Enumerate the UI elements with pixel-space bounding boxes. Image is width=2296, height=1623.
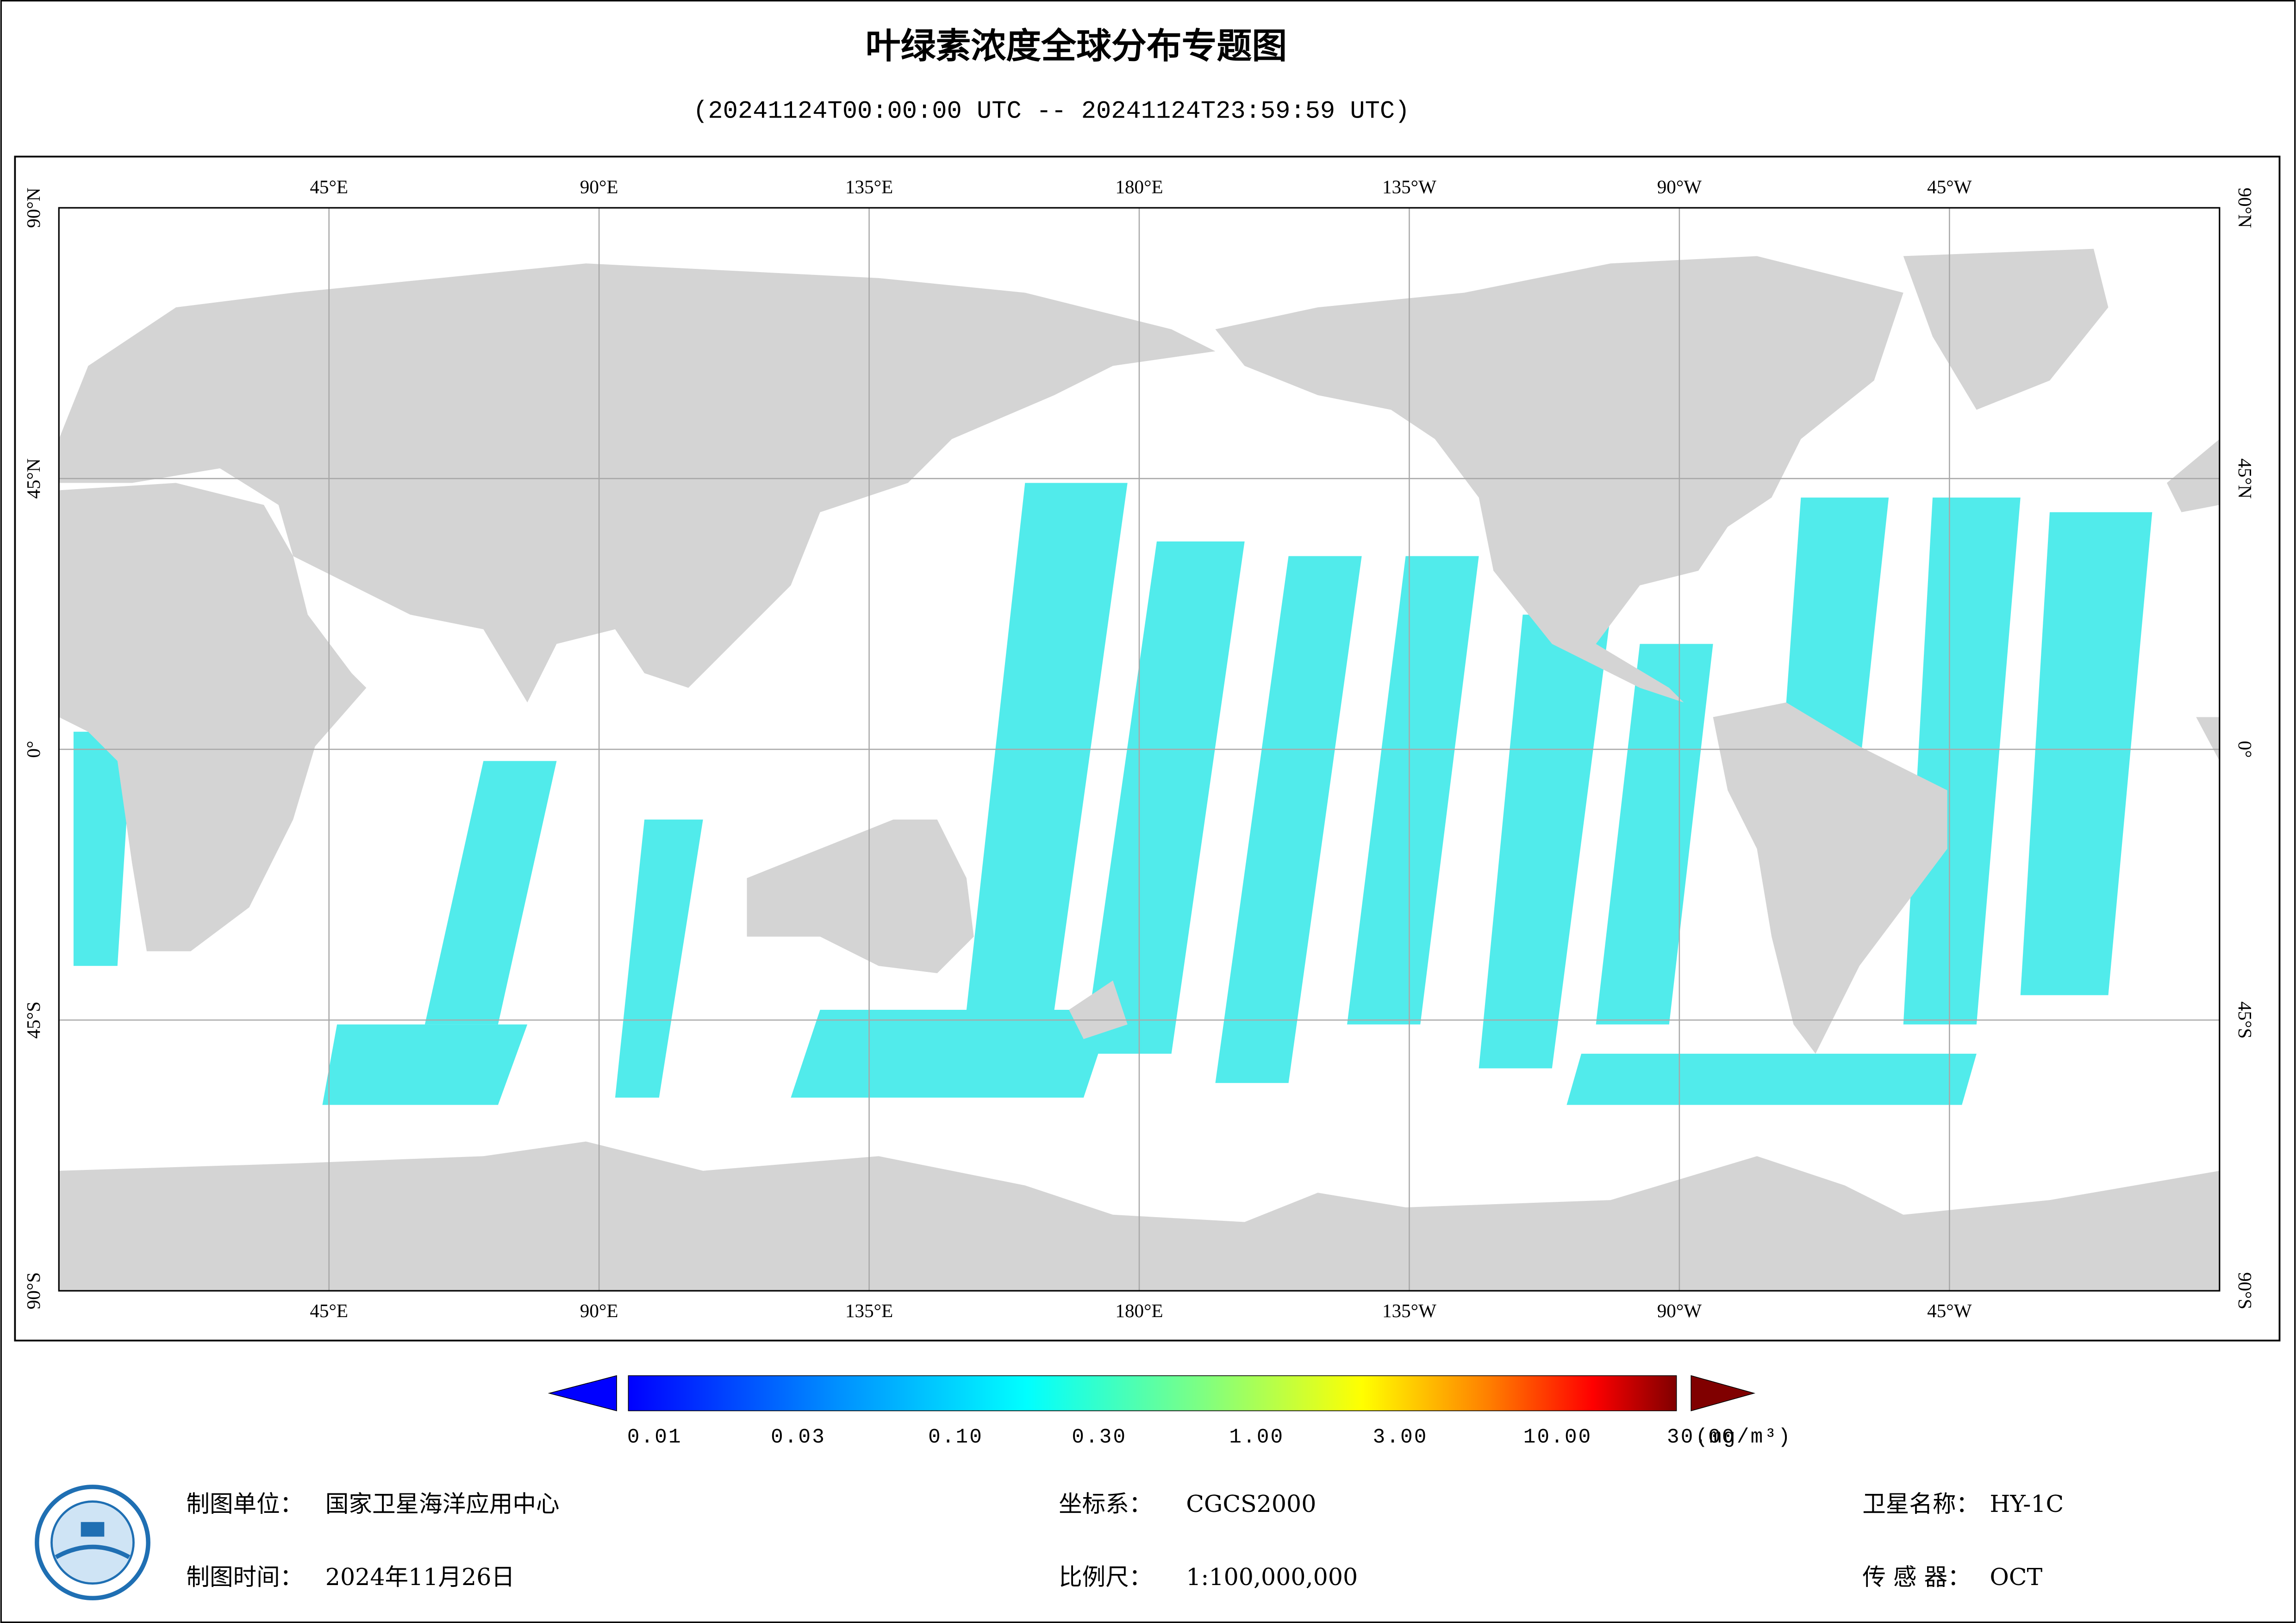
colorbar-tick-label: 0.30 [1072, 1426, 1127, 1449]
colorbar-tick-label: 3.00 [1373, 1426, 1428, 1449]
colorbar-tick-label: 0.03 [771, 1426, 826, 1449]
colorbar-tick-label: 30.00 [1667, 1426, 1736, 1449]
lon-label-bottom: 45°E [310, 1300, 348, 1321]
colorbar-over-arrow [1691, 1375, 1756, 1412]
lon-label-bottom: 90°E [580, 1300, 618, 1321]
footer-label: 传 感 器： [1862, 1563, 1971, 1591]
footer-label: 坐标系： [1059, 1490, 1152, 1517]
lon-label-bottom: 45°W [1927, 1300, 1972, 1321]
lon-label-bottom: 90°W [1657, 1300, 1702, 1321]
lon-label-top: 135°W [1382, 176, 1436, 197]
logo [35, 1485, 150, 1600]
footer-label: 比例尺： [1059, 1563, 1152, 1591]
colorbar-unit: (mg/m³) [1696, 1426, 1792, 1449]
lat-label-right: 45°S [2234, 1001, 2256, 1038]
footer-value: CGCS2000 [1186, 1490, 1316, 1517]
lon-label-bottom: 180°E [1115, 1300, 1163, 1321]
lon-label-top: 45°E [310, 176, 348, 197]
subtitle: (20241124T00:00:00 UTC -- 20241124T23:59… [693, 98, 1410, 126]
footer-label: 制图时间： [186, 1563, 303, 1591]
colorbar-tick-label: 0.10 [928, 1426, 983, 1449]
lat-label-left: 90°S [23, 1272, 44, 1309]
colorbar-ramp [628, 1375, 1677, 1412]
lon-label-top: 45°W [1927, 176, 1972, 197]
footer-label: 卫星名称： [1862, 1490, 1979, 1517]
lat-label-left: 0° [23, 741, 44, 758]
lon-label-bottom: 135°W [1382, 1300, 1436, 1321]
map-outer-frame [14, 155, 2281, 1342]
lat-label-left: 90°N [23, 187, 44, 228]
map-body [59, 208, 2220, 1291]
colorbar-tick-label: 10.00 [1523, 1426, 1592, 1449]
colorbar-tick-label: 1.00 [1229, 1426, 1284, 1449]
lon-label-top: 135°E [845, 176, 893, 197]
lon-label-top: 180°E [1115, 176, 1163, 197]
lat-label-right: 45°N [2234, 458, 2256, 498]
footer-label: 制图单位： [186, 1490, 303, 1517]
colorbar [548, 1375, 1756, 1412]
lat-label-right: 0° [2234, 741, 2256, 758]
lon-label-top: 90°E [580, 176, 618, 197]
title: 叶绿素浓度全球分布专题图 [866, 25, 1287, 66]
footer-value: 2024年11月26日 [325, 1563, 515, 1591]
lat-label-right: 90°N [2234, 187, 2256, 228]
chlorophyll-swaths [73, 483, 2152, 1105]
lon-label-bottom: 135°E [845, 1300, 893, 1321]
footer-value: HY-1C [1990, 1490, 2064, 1517]
lon-label-top: 90°W [1657, 176, 1702, 197]
footer-value: OCT [1990, 1563, 2042, 1591]
footer-value: 1:100,000,000 [1186, 1563, 1358, 1591]
colorbar-tick-label: 0.01 [627, 1426, 682, 1449]
graticule [59, 208, 2220, 1291]
map-frame [58, 207, 2221, 1292]
lat-label-right: 90°S [2234, 1272, 2256, 1309]
footer-value: 国家卫星海洋应用中心 [325, 1490, 560, 1517]
colorbar-under-arrow [548, 1375, 617, 1412]
lat-label-left: 45°N [23, 458, 44, 498]
lat-label-left: 45°S [23, 1001, 44, 1038]
